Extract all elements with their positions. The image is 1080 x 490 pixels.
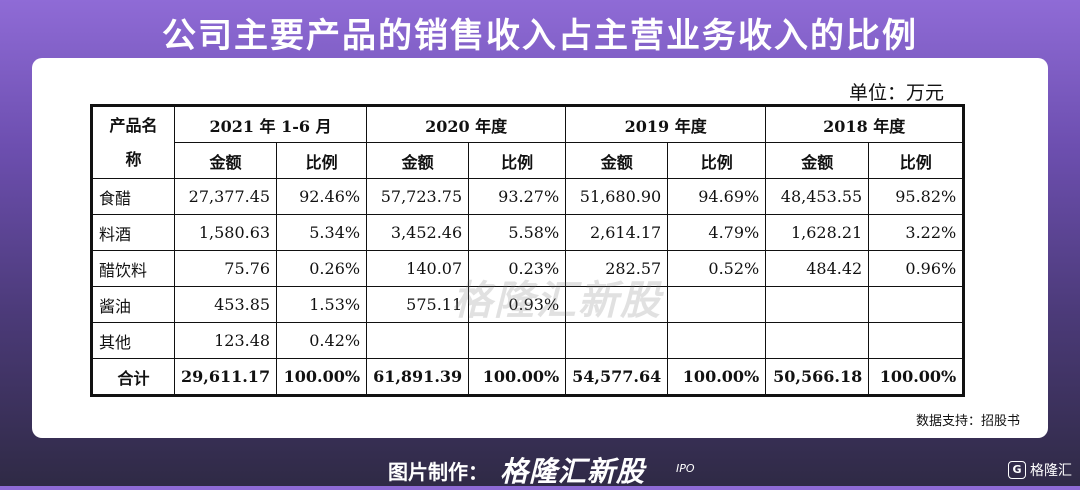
cell-ratio: 5.58% [468, 214, 567, 251]
cell-ratio: 0.96% [868, 250, 965, 287]
cell-ratio: 100.00% [276, 358, 368, 396]
cell-amount [565, 286, 669, 323]
cell-ratio: 95.82% [868, 178, 965, 215]
row-name: 醋饮料 [91, 250, 175, 287]
data-source-label: 数据支持：招股书 [915, 414, 1020, 429]
row-name: 料酒 [91, 214, 175, 251]
header-period: 2021 年 1-6 月 [173, 105, 368, 143]
cell-amount: 57,723.75 [366, 178, 470, 215]
cell-amount: 2,614.17 [565, 214, 669, 251]
cell-ratio: 94.69% [667, 178, 767, 215]
page-title: 公司主要产品的销售收入占主营业务收入的比例 [162, 16, 918, 56]
cell-amount: 123.48 [173, 322, 278, 359]
cell-ratio: 0.93% [468, 286, 567, 323]
cell-ratio: 0.23% [468, 250, 567, 287]
cell-ratio [468, 322, 567, 359]
row-name: 其他 [91, 322, 175, 359]
cell-ratio: 92.46% [276, 178, 368, 215]
table-row: 料酒 1,580.63 5.34% 3,452.46 5.58% 2,614.1… [91, 214, 965, 251]
cell-amount: 282.57 [565, 250, 669, 287]
table-row: 食醋 27,377.45 92.46% 57,723.75 93.27% 51,… [91, 178, 965, 215]
cell-ratio: 0.26% [276, 250, 368, 287]
cell-amount: 61,891.39 [366, 358, 470, 396]
header-amount: 金额 [173, 142, 278, 179]
cell-ratio: 93.27% [468, 178, 567, 215]
cell-amount [565, 322, 669, 359]
table-card: 单位：万元 产品名称 2021 年 1-6 月 2020 年度 2019 年度 … [32, 58, 1048, 438]
cell-ratio: 3.22% [868, 214, 965, 251]
brand-text: 格隆汇 [1030, 463, 1072, 479]
cell-amount: 29,611.17 [173, 358, 278, 396]
row-name: 食醋 [91, 178, 175, 215]
header-ratio: 比例 [868, 142, 965, 179]
header-ratio: 比例 [468, 142, 567, 179]
cell-amount: 50,566.18 [765, 358, 870, 396]
cell-amount: 75.76 [173, 250, 278, 287]
unit-label: 单位：万元 [848, 82, 944, 104]
cell-amount: 48,453.55 [765, 178, 870, 215]
cell-ratio: 100.00% [468, 358, 567, 396]
cell-ratio: 0.42% [276, 322, 368, 359]
cell-ratio: 100.00% [868, 358, 965, 396]
cell-amount: 1,628.21 [765, 214, 870, 251]
header-period: 2018 年度 [765, 105, 965, 143]
table-row: 醋饮料 75.76 0.26% 140.07 0.23% 282.57 0.52… [91, 250, 965, 287]
total-row: 合计 29,611.17 100.00% 61,891.39 100.00% 5… [91, 358, 965, 396]
revenue-table: 产品名称 2021 年 1-6 月 2020 年度 2019 年度 2018 年… [90, 104, 966, 397]
footer-logo: 格隆汇新股 [500, 455, 646, 488]
cell-ratio [868, 322, 965, 359]
header-row-subcols: 金额 比例 金额 比例 金额 比例 金额 比例 [92, 142, 965, 179]
cell-amount: 453.85 [173, 286, 278, 323]
header-amount: 金额 [565, 142, 669, 179]
header-ratio: 比例 [276, 142, 368, 179]
cell-amount: 27,377.45 [173, 178, 278, 215]
brand-g-icon: G [1008, 461, 1026, 479]
cell-ratio: 5.34% [276, 214, 368, 251]
cell-amount: 54,577.64 [565, 358, 669, 396]
header-period: 2019 年度 [565, 105, 767, 143]
header-ratio: 比例 [667, 142, 767, 179]
cell-ratio [667, 286, 767, 323]
cell-ratio [868, 286, 965, 323]
cell-amount: 140.07 [366, 250, 470, 287]
cell-ratio: 1.53% [276, 286, 368, 323]
cell-amount: 51,680.90 [565, 178, 669, 215]
cell-amount: 575.11 [366, 286, 470, 323]
header-amount: 金额 [366, 142, 470, 179]
cell-amount: 3,452.46 [366, 214, 470, 251]
table-row: 酱油 453.85 1.53% 575.11 0.93% [91, 286, 965, 323]
cell-amount: 484.42 [765, 250, 870, 287]
row-name: 酱油 [91, 286, 175, 323]
header-product-name: 产品名称 [91, 105, 175, 179]
corner-brand: G 格隆汇 [1008, 460, 1072, 480]
footer: 图片制作： 格隆汇新股 IPO [0, 448, 1080, 488]
header-period: 2020 年度 [366, 105, 567, 143]
header-amount: 金额 [765, 142, 870, 179]
table-row: 其他 123.48 0.42% [91, 322, 965, 359]
cell-amount [765, 322, 870, 359]
cell-amount [366, 322, 470, 359]
row-name: 合计 [91, 358, 175, 396]
cell-amount: 1,580.63 [173, 214, 278, 251]
header-row-periods: 产品名称 2021 年 1-6 月 2020 年度 2019 年度 2018 年… [91, 105, 965, 179]
cell-ratio: 0.52% [667, 250, 767, 287]
cell-ratio: 4.79% [667, 214, 767, 251]
cell-amount [765, 286, 870, 323]
cell-ratio [667, 322, 767, 359]
footer-logo-sub: IPO [676, 462, 695, 475]
cell-ratio: 100.00% [667, 358, 767, 396]
footer-label: 图片制作： [388, 460, 488, 484]
